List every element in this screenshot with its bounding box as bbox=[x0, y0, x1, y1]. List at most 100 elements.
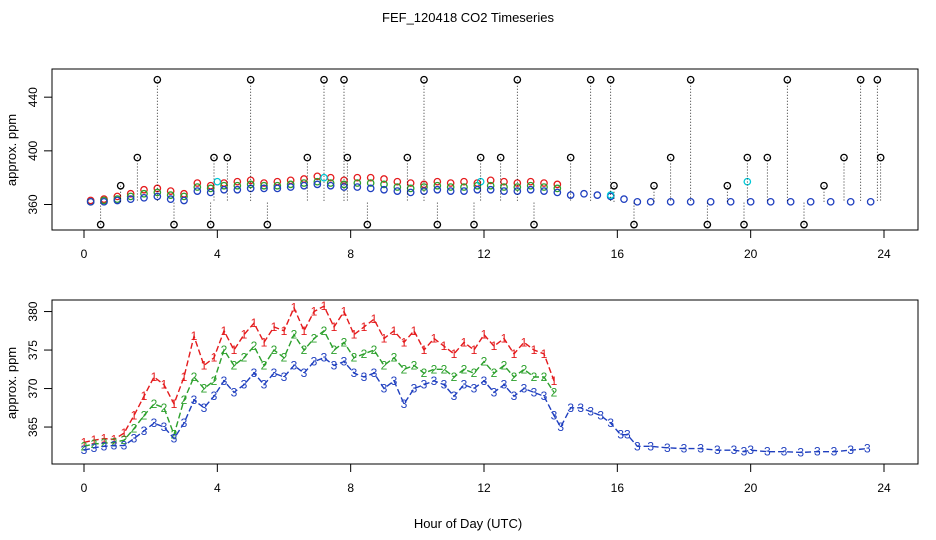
top-series-black-point bbox=[873, 75, 882, 84]
bottom-series-2-point: 2 bbox=[111, 435, 118, 449]
bottom-series-2-point: 2 bbox=[421, 366, 428, 380]
top-series-blue-point bbox=[313, 180, 322, 189]
bottom-series-2-point: 2 bbox=[191, 370, 198, 384]
top-series-blue-point bbox=[380, 185, 388, 194]
bottom-series-1-point: 1 bbox=[371, 312, 378, 326]
bottom-series-2-point: 2 bbox=[301, 343, 308, 357]
bottom-series-3-point: 3 bbox=[111, 439, 118, 453]
bottom-series-2-point: 2 bbox=[341, 335, 348, 349]
bottom-series-1-point: 1 bbox=[541, 347, 548, 361]
bottom-series-2-point: 2 bbox=[491, 366, 498, 380]
bottom-x-tick-label: 0 bbox=[81, 481, 88, 495]
bottom-series-2-point: 2 bbox=[521, 362, 528, 376]
bottom-series-2-point: 2 bbox=[361, 347, 368, 361]
bottom-x-tick-label: 8 bbox=[347, 481, 354, 495]
bottom-series-1-point: 1 bbox=[221, 324, 228, 338]
top-series-red-point bbox=[353, 173, 362, 182]
top-series-red-point bbox=[393, 177, 402, 186]
top-series-blue-point bbox=[706, 197, 715, 206]
bottom-series-3-point: 3 bbox=[281, 370, 288, 384]
top-series-blue-point bbox=[473, 185, 482, 194]
bottom-series-1-point: 1 bbox=[111, 432, 118, 446]
top-series-red-point bbox=[233, 177, 242, 186]
bottom-series-3-point: 3 bbox=[331, 358, 338, 372]
top-series-green-point bbox=[420, 183, 428, 191]
top-series-black-point bbox=[740, 220, 748, 229]
top-series-black-point bbox=[343, 153, 352, 162]
top-series-green-point bbox=[500, 183, 508, 191]
top-series-black-point bbox=[320, 75, 328, 84]
bottom-series-1-point: 1 bbox=[421, 343, 428, 357]
bottom-series-1-point: 1 bbox=[121, 426, 128, 440]
bottom-series-2-point: 2 bbox=[401, 362, 408, 376]
top-series-red-point bbox=[366, 173, 375, 182]
top-series-green bbox=[86, 177, 562, 206]
top-series-black-point bbox=[403, 153, 412, 162]
bottom-series-2-line bbox=[83, 329, 555, 447]
bottom-series-1-point: 1 bbox=[391, 324, 398, 338]
top-series-blue bbox=[86, 180, 875, 206]
top-x-tick-label: 4 bbox=[214, 247, 221, 261]
top-series-blue-point bbox=[113, 196, 122, 205]
top-series-blue-point bbox=[806, 197, 815, 206]
bottom-series-2-point: 2 bbox=[171, 428, 178, 442]
bottom-series-2-point: 2 bbox=[321, 324, 328, 338]
bottom-series-2-point: 2 bbox=[231, 358, 238, 372]
bottom-series-1-point: 1 bbox=[261, 335, 268, 349]
top-series-blue-point bbox=[206, 188, 215, 197]
bottom-series-2-point: 2 bbox=[151, 397, 158, 411]
bottom-series-2-point: 2 bbox=[451, 370, 458, 384]
bottom-series-2-point: 2 bbox=[371, 343, 378, 357]
bottom-series-3-point: 3 bbox=[491, 385, 498, 399]
chart-title: FEF_120418 CO2 Timeseries bbox=[382, 10, 554, 25]
bottom-series-3-point: 3 bbox=[461, 378, 468, 392]
top-series-blue-point bbox=[180, 196, 188, 205]
bottom-series-3-point: 3 bbox=[221, 374, 228, 388]
bottom-series-1-point: 1 bbox=[401, 335, 408, 349]
bottom-series-3-point: 3 bbox=[521, 382, 528, 396]
top-series-blue-point bbox=[826, 197, 835, 206]
bottom-series-1-line bbox=[83, 305, 555, 444]
bottom-series-1-point: 1 bbox=[551, 374, 558, 388]
top-x-tick-label: 0 bbox=[81, 247, 88, 261]
top-series-red-point bbox=[260, 179, 268, 187]
bottom-series-3-point: 3 bbox=[241, 378, 248, 392]
bottom-x-tick-label: 20 bbox=[744, 481, 758, 495]
bottom-series-1-point: 1 bbox=[141, 389, 148, 403]
bottom-series-1-point: 1 bbox=[101, 432, 108, 446]
bottom-series-3-point: 3 bbox=[141, 424, 148, 438]
bottom-series-1-point: 1 bbox=[281, 324, 288, 338]
top-series-black-point bbox=[530, 220, 538, 229]
bottom-series-3-point: 3 bbox=[577, 401, 584, 415]
top-series-blue-point bbox=[126, 195, 135, 203]
bottom-series-3-point: 3 bbox=[597, 408, 604, 422]
bottom-series-1-point: 1 bbox=[191, 329, 198, 343]
top-series-red-point bbox=[193, 179, 202, 187]
top-series-black-point bbox=[586, 75, 595, 84]
bottom-x-tick-label: 4 bbox=[214, 481, 221, 495]
bottom-series-2-point: 2 bbox=[281, 351, 288, 365]
bottom-series-2-point: 2 bbox=[441, 362, 448, 376]
bottom-series-3-point: 3 bbox=[91, 441, 98, 455]
top-series-blue-point bbox=[633, 197, 642, 206]
top-series-green-point bbox=[300, 179, 308, 187]
top-series-black-point bbox=[610, 181, 618, 190]
top-series-black-point bbox=[630, 220, 638, 229]
top-series-green-point bbox=[246, 180, 255, 189]
bottom-series-1-point: 1 bbox=[461, 335, 468, 349]
top-series-black-point bbox=[223, 153, 232, 162]
bottom-series-2-point: 2 bbox=[101, 436, 108, 450]
top-series-red-point bbox=[166, 187, 175, 195]
top-series-green-point bbox=[460, 183, 468, 191]
bottom-series-3-point: 3 bbox=[551, 408, 558, 422]
bottom-y-tick-label: 375 bbox=[26, 340, 40, 360]
top-series-black-point bbox=[133, 153, 142, 162]
bottom-series-2-point: 2 bbox=[91, 437, 98, 451]
top-series-black-point bbox=[703, 220, 712, 229]
bottom-series-2-point: 2 bbox=[461, 362, 468, 376]
bottom-series-2-point: 2 bbox=[431, 362, 438, 376]
bottom-series-1-point: 1 bbox=[211, 351, 218, 365]
bottom-series-2-point: 2 bbox=[501, 358, 508, 372]
